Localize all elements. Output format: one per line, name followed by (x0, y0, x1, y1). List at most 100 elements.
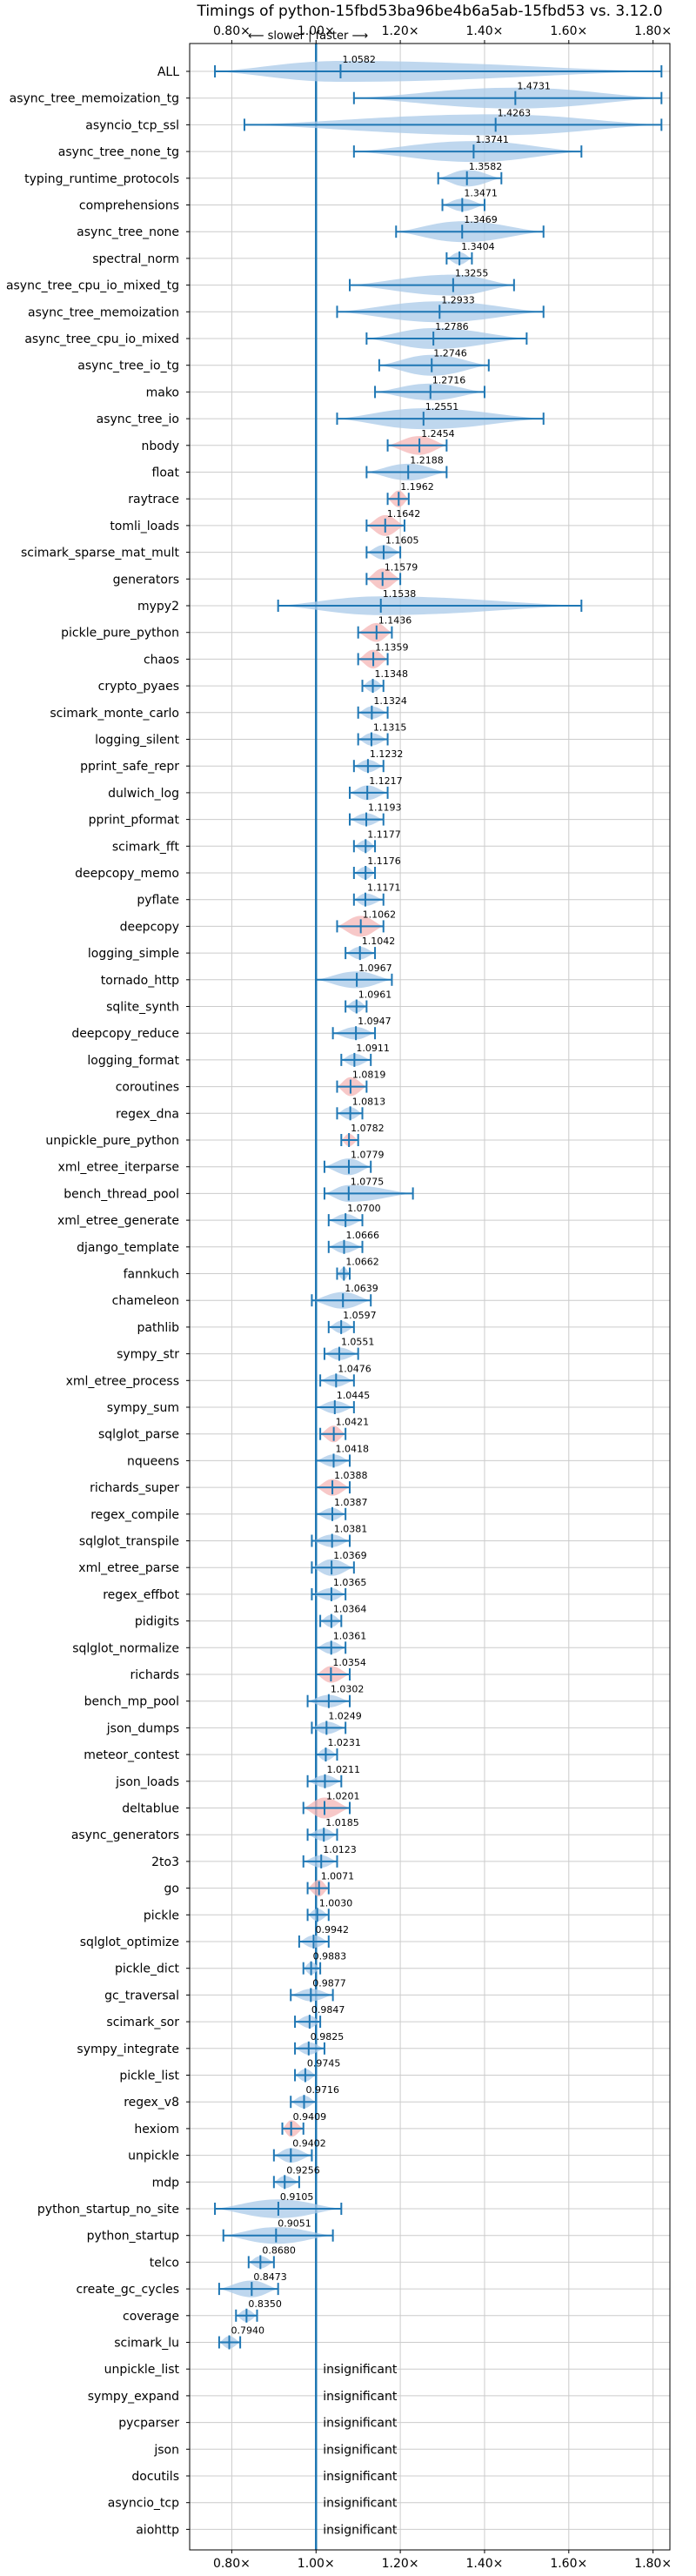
benchmark-label: pprint_safe_repr (80, 760, 179, 774)
benchmark-value-label: 1.2933 (441, 294, 475, 305)
benchmark-value-label: 1.3255 (455, 268, 489, 279)
benchmark-violin-group: 1.4263 (243, 107, 663, 136)
benchmark-value-label: 1.2716 (432, 374, 466, 386)
benchmark-violin-group: 1.0071 (306, 1871, 354, 1897)
benchmark-violin-group: 0.8680 (247, 2244, 296, 2270)
benchmark-violin-group: 1.1642 (365, 508, 420, 536)
benchmark-label: logging_simple (88, 947, 179, 961)
benchmark-violin-group: 1.0597 (327, 1310, 377, 1334)
benchmark-value-label: 1.0201 (326, 1791, 360, 1802)
benchmark-value-label: 0.9409 (293, 2111, 327, 2123)
benchmark-value-label: 0.9877 (312, 1977, 346, 1989)
benchmark-value-label: 1.0813 (352, 1096, 386, 1107)
benchmark-label: deepcopy (120, 920, 179, 934)
benchmark-label: scimark_sor (106, 2016, 179, 2029)
benchmark-label: xml_etree_process (66, 1374, 179, 1388)
benchmark-violin-group: 0.9745 (294, 2058, 340, 2083)
benchmark-value-label: 1.0421 (336, 1417, 370, 1428)
benchmark-value-label: 1.0551 (341, 1337, 375, 1348)
benchmark-value-label: 0.8350 (248, 2298, 282, 2310)
benchmark-label: pidigits (135, 1615, 179, 1629)
benchmark-violin-group: 1.0819 (336, 1070, 385, 1097)
benchmark-violin-group: 1.3741 (352, 134, 583, 163)
benchmark-value-label: 1.0582 (342, 54, 376, 65)
benchmark-value-label: 1.1042 (362, 936, 396, 947)
benchmark-violin-group: 1.0947 (331, 1016, 392, 1041)
benchmark-value-label: 1.0597 (343, 1310, 377, 1321)
benchmark-label: xml_etree_parse (78, 1561, 179, 1575)
benchmark-label: spectral_norm (92, 252, 179, 266)
benchmark-value-label: 1.0364 (333, 1604, 367, 1615)
benchmark-violin-group: 1.3255 (349, 268, 515, 296)
x-tick-label-top: 1.80× (634, 24, 672, 38)
benchmark-value-label: 1.0381 (334, 1524, 368, 1535)
benchmark-value-label: 1.1538 (383, 588, 417, 600)
insignificant-label: insignificant (323, 2470, 398, 2484)
benchmark-violin-group: 1.0231 (315, 1737, 361, 1762)
x-tick-label-top: 1.60× (550, 24, 587, 38)
benchmark-label: pyflate (137, 894, 179, 908)
benchmark-value-label: 0.8473 (253, 2271, 287, 2283)
benchmark-label: unpickle_list (104, 2363, 180, 2377)
benchmark-value-label: 1.0231 (327, 1737, 361, 1748)
benchmark-label: sqlglot_normalize (72, 1641, 179, 1655)
benchmark-value-label: 0.9942 (315, 1924, 349, 1935)
benchmark-violin-group: 1.0700 (327, 1203, 381, 1228)
benchmark-violin-group: 1.0387 (315, 1497, 368, 1521)
benchmark-label: logging_format (87, 1054, 179, 1068)
benchmark-value-label: 1.0302 (331, 1684, 365, 1695)
benchmark-label: richards (130, 1668, 180, 1682)
direction-label: ⟵ slower | faster ⟶ (248, 30, 368, 43)
benchmark-value-label: 1.1436 (378, 615, 412, 627)
benchmark-violin-group: 1.0551 (323, 1337, 375, 1361)
benchmark-label: dulwich_log (108, 787, 179, 801)
benchmark-value-label: 1.4263 (498, 107, 532, 118)
benchmark-value-label: 1.0445 (337, 1390, 371, 1401)
benchmark-label: unpickle_pure_python (45, 1134, 179, 1148)
benchmark-violin-group: 1.0201 (302, 1791, 360, 1819)
benchmark-violin-group: 0.8473 (218, 2271, 287, 2298)
benchmark-value-label: 1.1348 (375, 668, 409, 680)
benchmark-violin-group: 0.9877 (290, 1977, 346, 2002)
benchmark-value-label: 1.0911 (356, 1043, 390, 1054)
benchmark-label: deltablue (122, 1802, 179, 1816)
benchmark-label: async_tree_none_tg (58, 145, 179, 159)
benchmark-label: nqueens (127, 1454, 179, 1468)
benchmark-label: regex_compile (90, 1508, 179, 1522)
benchmark-label: meteor_contest (84, 1748, 179, 1762)
benchmark-label: scimark_sparse_mat_mult (21, 547, 179, 560)
benchmark-value-label: 1.3471 (464, 188, 498, 199)
benchmark-violin-group: 1.0123 (302, 1844, 357, 1868)
benchmark-violin-group: 1.0961 (345, 989, 392, 1014)
benchmark-label: ALL (157, 65, 179, 79)
x-tick-label-top: 1.20× (382, 24, 419, 38)
benchmark-violin-group: 1.2786 (365, 321, 528, 349)
benchmark-violin-group: 1.0476 (319, 1363, 371, 1388)
benchmark-label: async_tree_memoization_tg (10, 92, 179, 106)
benchmark-violin-group: 1.0369 (311, 1550, 367, 1576)
benchmark-label: raytrace (128, 493, 179, 506)
benchmark-label: django_template (77, 1241, 179, 1255)
benchmark-value-label: 1.2746 (433, 348, 467, 359)
benchmark-label: regex_v8 (124, 2096, 179, 2110)
benchmark-value-label: 0.9051 (278, 2218, 311, 2230)
benchmark-label: telco (150, 2256, 179, 2270)
benchmark-violin-group: 1.0211 (306, 1764, 360, 1788)
benchmark-violin-group: 1.0445 (315, 1390, 371, 1414)
benchmark-label: deepcopy_memo (75, 867, 179, 881)
insignificant-label: insignificant (323, 2523, 398, 2537)
benchmark-violin-group: 0.9402 (272, 2138, 326, 2163)
benchmark-value-label: 1.0185 (325, 1817, 359, 1828)
benchmark-violin-group: 1.0381 (311, 1524, 367, 1548)
benchmark-value-label: 0.8680 (262, 2244, 296, 2256)
benchmark-label: asyncio_tcp (108, 2497, 179, 2511)
benchmark-value-label: 1.3404 (461, 241, 495, 252)
benchmark-violin-group: 1.1436 (357, 615, 412, 642)
benchmark-label: coroutines (116, 1081, 179, 1095)
benchmark-violin-group: 1.2716 (374, 374, 485, 400)
benchmark-label: async_tree_memoization (28, 305, 179, 319)
benchmark-value-label: 0.7940 (231, 2325, 265, 2337)
benchmark-value-label: 1.1315 (373, 722, 407, 734)
benchmark-label: generators (113, 573, 179, 587)
